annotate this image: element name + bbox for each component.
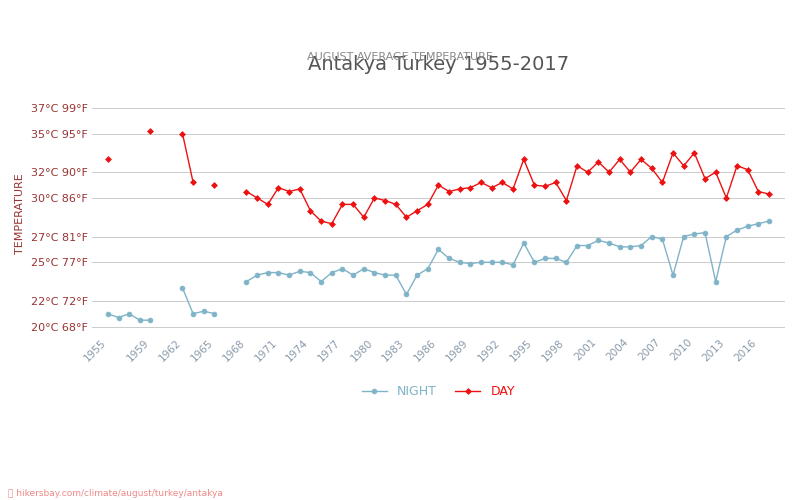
NIGHT: [114, 314, 123, 320]
Line: NIGHT: NIGHT: [106, 312, 153, 322]
Legend: NIGHT, DAY: NIGHT, DAY: [357, 380, 520, 403]
Y-axis label: TEMPERATURE: TEMPERATURE: [15, 174, 25, 254]
Title: Antakya Turkey 1955-2017: Antakya Turkey 1955-2017: [308, 55, 569, 74]
Text: AUGUST AVERAGE TEMPERATURE: AUGUST AVERAGE TEMPERATURE: [307, 52, 493, 62]
Text: 📍 hikersbay.com/climate/august/turkey/antakya: 📍 hikersbay.com/climate/august/turkey/an…: [8, 488, 223, 498]
NIGHT: [124, 310, 134, 316]
NIGHT: [146, 317, 155, 323]
NIGHT: [135, 317, 145, 323]
NIGHT: [103, 310, 113, 316]
